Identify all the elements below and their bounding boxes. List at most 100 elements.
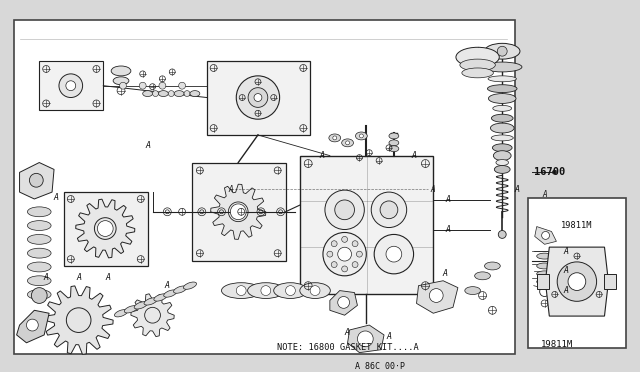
- Text: A: A: [387, 333, 392, 341]
- Circle shape: [429, 289, 443, 302]
- Circle shape: [184, 91, 190, 97]
- Text: A: A: [564, 266, 569, 275]
- Circle shape: [360, 134, 364, 138]
- Ellipse shape: [496, 160, 509, 166]
- Circle shape: [310, 286, 320, 295]
- Circle shape: [159, 82, 166, 89]
- Ellipse shape: [483, 62, 522, 72]
- Ellipse shape: [173, 286, 187, 293]
- Ellipse shape: [115, 310, 127, 317]
- Circle shape: [338, 247, 351, 261]
- Ellipse shape: [164, 290, 177, 297]
- Circle shape: [236, 286, 246, 295]
- Ellipse shape: [190, 91, 200, 97]
- Circle shape: [140, 82, 146, 89]
- Bar: [300, 155, 433, 294]
- Bar: [605, 274, 616, 289]
- Ellipse shape: [537, 263, 552, 269]
- Text: 19811M: 19811M: [561, 221, 593, 230]
- Text: A 86C 00·P: A 86C 00·P: [355, 362, 405, 371]
- Ellipse shape: [28, 234, 51, 244]
- Circle shape: [31, 288, 47, 304]
- Ellipse shape: [494, 166, 510, 173]
- Circle shape: [540, 287, 550, 296]
- Text: A: A: [564, 247, 569, 256]
- Ellipse shape: [143, 91, 152, 97]
- Ellipse shape: [221, 283, 261, 298]
- Circle shape: [236, 76, 280, 119]
- Circle shape: [342, 237, 348, 242]
- Ellipse shape: [174, 91, 184, 97]
- Ellipse shape: [159, 91, 168, 97]
- Ellipse shape: [329, 134, 340, 142]
- Ellipse shape: [28, 276, 51, 286]
- Text: A: A: [145, 141, 150, 150]
- Ellipse shape: [342, 139, 353, 147]
- Ellipse shape: [28, 248, 51, 258]
- Circle shape: [497, 46, 507, 56]
- Ellipse shape: [355, 132, 367, 140]
- Text: A: A: [515, 185, 520, 194]
- Circle shape: [356, 251, 362, 257]
- Ellipse shape: [300, 283, 330, 298]
- Text: A: A: [445, 195, 451, 205]
- Bar: [538, 274, 549, 289]
- Ellipse shape: [111, 66, 131, 76]
- Circle shape: [380, 201, 398, 219]
- Circle shape: [285, 286, 296, 295]
- Ellipse shape: [537, 279, 552, 285]
- Circle shape: [248, 88, 268, 108]
- Ellipse shape: [154, 294, 167, 301]
- Circle shape: [152, 91, 159, 97]
- Polygon shape: [535, 227, 556, 244]
- Ellipse shape: [144, 298, 157, 305]
- Ellipse shape: [274, 283, 307, 298]
- Bar: [39, 61, 103, 110]
- Circle shape: [323, 232, 366, 276]
- Ellipse shape: [484, 262, 500, 270]
- Ellipse shape: [28, 221, 51, 231]
- Ellipse shape: [28, 207, 51, 217]
- Circle shape: [346, 141, 349, 145]
- Ellipse shape: [248, 283, 284, 298]
- Circle shape: [97, 221, 113, 237]
- Ellipse shape: [484, 44, 520, 59]
- Circle shape: [332, 241, 337, 247]
- Ellipse shape: [475, 272, 490, 280]
- Ellipse shape: [493, 151, 511, 161]
- Polygon shape: [211, 184, 266, 239]
- Ellipse shape: [28, 290, 51, 299]
- Circle shape: [325, 190, 364, 230]
- Circle shape: [552, 170, 556, 174]
- Polygon shape: [330, 291, 357, 315]
- Circle shape: [352, 241, 358, 247]
- Circle shape: [333, 136, 337, 140]
- Text: A: A: [319, 151, 324, 160]
- Circle shape: [26, 319, 38, 331]
- Ellipse shape: [537, 271, 552, 277]
- Polygon shape: [131, 294, 174, 337]
- Text: A: A: [54, 192, 58, 202]
- Ellipse shape: [113, 77, 129, 85]
- Bar: [14, 20, 515, 354]
- Polygon shape: [44, 286, 113, 355]
- Ellipse shape: [134, 302, 147, 309]
- Text: A: A: [44, 273, 49, 282]
- Ellipse shape: [492, 135, 513, 141]
- Text: A: A: [411, 151, 416, 160]
- Polygon shape: [20, 163, 54, 199]
- Ellipse shape: [488, 94, 516, 103]
- Circle shape: [557, 262, 596, 301]
- Circle shape: [179, 82, 186, 89]
- Circle shape: [374, 234, 413, 274]
- Polygon shape: [348, 325, 384, 353]
- Ellipse shape: [456, 47, 499, 67]
- Text: A: A: [106, 273, 111, 282]
- Text: A: A: [228, 185, 234, 194]
- Ellipse shape: [492, 114, 513, 122]
- Bar: [192, 163, 285, 261]
- Text: A: A: [445, 225, 451, 234]
- Text: A: A: [542, 190, 547, 199]
- Polygon shape: [76, 199, 135, 258]
- Circle shape: [168, 91, 174, 97]
